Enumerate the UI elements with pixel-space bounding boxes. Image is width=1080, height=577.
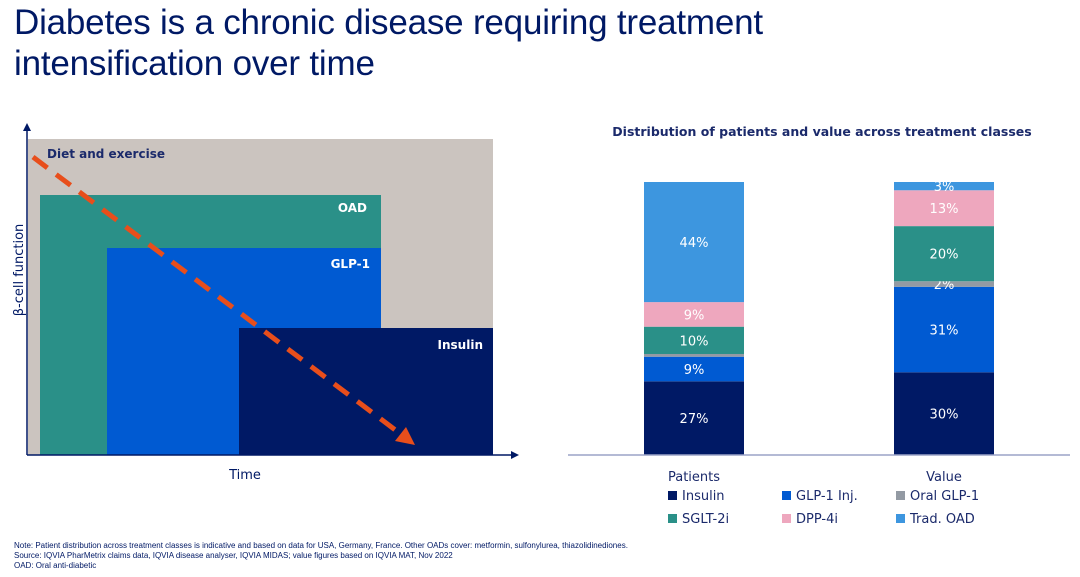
chart-legend: Insulin GLP-1 Inj. Oral GLP-1 SGLT-2i DPP-4i… (668, 489, 979, 527)
bar-segment-patients-oral-glp-1 (644, 353, 744, 357)
bar-segment-value-dpp-4i (894, 190, 994, 227)
treatment-intensification-diagram: Diet and exercise OAD GLP-1 Insulin β-ce… (12, 123, 519, 483)
data-label-patients-glp-1-inj: 9% (684, 363, 705, 378)
bar-segment-patients-dpp-4i (644, 302, 744, 327)
bar-segment-value-sglt-2i (894, 226, 994, 282)
legend-swatch-trad-oad (896, 514, 905, 523)
data-label-value-glp-1-inj: 31% (930, 324, 959, 339)
category-label-patients: Patients (668, 470, 720, 485)
trend-arrowhead-icon (395, 427, 415, 445)
stage-label-diet-and-exercise: Diet and exercise (47, 147, 165, 161)
y-axis-label: β-cell function (12, 224, 27, 317)
bar-segment-patients-trad-oad (644, 182, 744, 303)
data-label-value-insulin: 30% (930, 408, 959, 423)
legend-label-insulin: Insulin (682, 489, 725, 504)
legend-swatch-sglt-2i (668, 514, 677, 523)
page-title-line-2: intensification over time (14, 44, 375, 83)
footnotes: Note: Patient distribution across treatm… (14, 541, 628, 571)
data-label-patients-sglt-2i: 10% (680, 334, 709, 349)
legend-label-glp-1-inj: GLP-1 Inj. (796, 489, 858, 504)
chart-title: Distribution of patients and value acros… (612, 124, 1031, 139)
stage-label-insulin: Insulin (438, 338, 483, 352)
data-label-value-trad-oad: 3% (934, 180, 955, 195)
x-axis-label: Time (228, 468, 261, 483)
data-label-value-sglt-2i: 20% (930, 248, 959, 263)
bar-segment-patients-sglt-2i (644, 326, 744, 354)
bar-segment-value-trad-oad (894, 182, 994, 191)
legend-label-trad-oad: Trad. OAD (909, 512, 975, 527)
bar-segment-patients-insulin (644, 381, 744, 455)
category-label-value: Value (926, 470, 962, 485)
legend-swatch-insulin (668, 491, 677, 500)
x-axis-arrow-icon (511, 451, 519, 459)
data-label-patients-trad-oad: 44% (680, 236, 709, 251)
legend-swatch-oral-glp-1 (896, 491, 905, 500)
bar-segment-value-oral-glp-1 (894, 281, 994, 287)
page-title-line-1: Diabetes is a chronic disease requiring … (14, 3, 763, 42)
y-axis-arrow-icon (23, 123, 31, 131)
bar-segment-value-insulin (894, 372, 994, 455)
legend-swatch-dpp-4i (782, 514, 791, 523)
treatment-distribution-chart: Distribution of patients and value acros… (568, 124, 1070, 527)
footnote-abbreviation: OAD: Oral anti-diabetic (14, 561, 97, 570)
stage-insulin (239, 328, 493, 455)
bar-segment-value-glp-1-inj (894, 286, 994, 373)
legend-label-oral-glp-1: Oral GLP-1 (910, 489, 979, 504)
data-label-patients-insulin: 27% (680, 412, 709, 427)
legend-label-sglt-2i: SGLT-2i (682, 512, 729, 527)
beta-cell-decline-trend-line (31, 155, 404, 437)
data-label-value-dpp-4i: 13% (930, 202, 959, 217)
footnote-note: Note: Patient distribution across treatm… (14, 541, 628, 550)
legend-swatch-glp-1-inj (782, 491, 791, 500)
stage-label-glp-1: GLP-1 (331, 257, 370, 271)
data-label-patients-dpp-4i: 9% (684, 308, 705, 323)
footnote-source: Source: IQVIA PharMetrix claims data, IQ… (14, 551, 453, 560)
page-title: Diabetes is a chronic disease requiring … (14, 2, 914, 84)
bar-segment-patients-glp-1-inj (644, 356, 744, 382)
data-label-value-oral-glp-1: 2% (934, 278, 955, 293)
legend-label-dpp-4i: DPP-4i (796, 512, 838, 527)
stage-label-oad: OAD (338, 201, 367, 215)
bars-layer: 27% 9% 10% 9% 44% 30% 31% 2% 20% 13% 3% (644, 180, 994, 455)
